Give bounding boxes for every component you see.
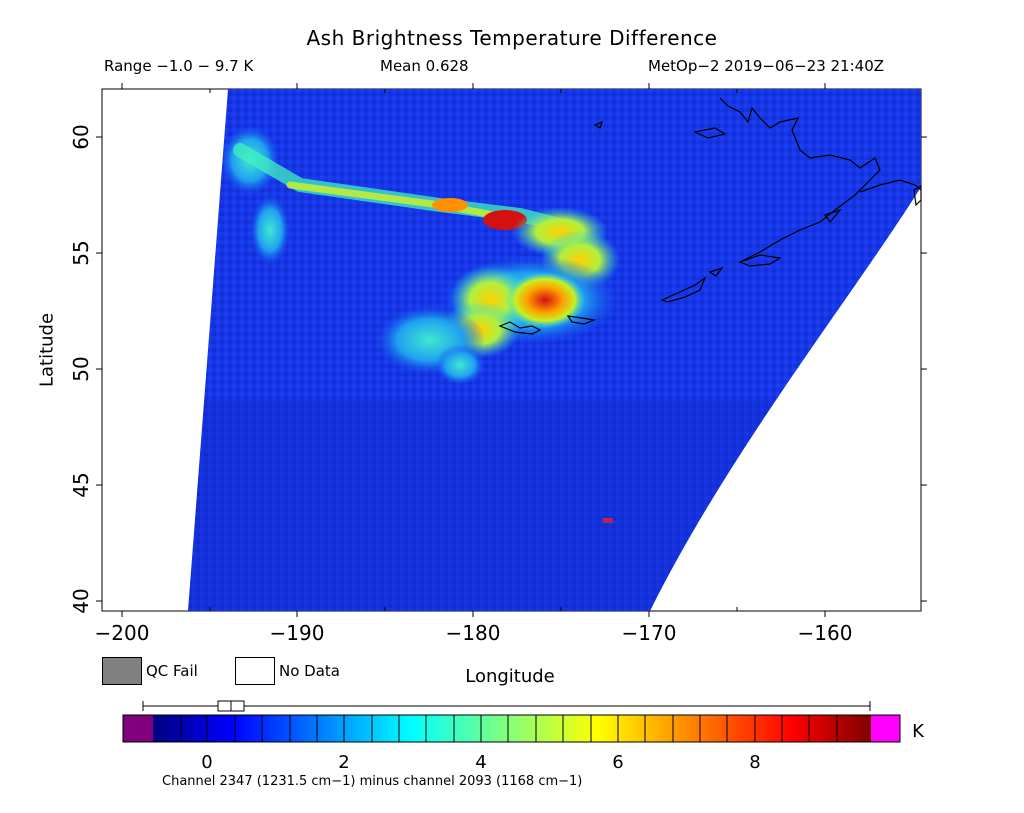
coastlines — [498, 97, 922, 335]
colorbar-tick-label: 8 — [749, 752, 760, 773]
colorbar-channel-note: Channel 2347 (1231.5 cm−1) minus channel… — [162, 774, 583, 789]
colorbar-unit: K — [912, 721, 925, 742]
colorbar-range-indicator — [142, 700, 871, 712]
y-ticks — [96, 136, 927, 602]
x-ticks — [121, 83, 826, 617]
x-tick-label: −200 — [95, 621, 150, 645]
colorbar-gradient — [153, 715, 871, 742]
x-tick-label: −190 — [270, 621, 325, 645]
ash-plume — [220, 125, 620, 523]
y-tick-label: 40 — [69, 588, 93, 613]
plot-title: Ash Brightness Temperature Difference — [306, 26, 718, 50]
x-tick-label: −180 — [446, 621, 501, 645]
range-label: Range −1.0 − 9.7 K — [104, 57, 254, 75]
no-data-swatch — [235, 657, 275, 685]
qc-fail-swatch — [102, 657, 142, 685]
y-tick-label: 45 — [69, 472, 93, 497]
y-tick-label: 50 — [69, 356, 93, 381]
x-tick-label: −170 — [622, 621, 677, 645]
colorbar-below-range — [123, 715, 153, 742]
y-tick-label: 60 — [69, 124, 93, 149]
colorbar-tick-label: 2 — [338, 752, 349, 773]
colorbar-tick-label: 6 — [612, 752, 623, 773]
y-tick-label: 55 — [69, 240, 93, 265]
x-tick-label: −160 — [798, 621, 853, 645]
mean-label: Mean 0.628 — [380, 57, 469, 75]
colorbar-tick-label: 4 — [475, 752, 486, 773]
y-axis-label: Latitude — [36, 312, 58, 388]
qc-fail-label: QC Fail — [146, 662, 198, 680]
satellite-time-label: MetOp−2 2019−06−23 21:40Z — [648, 57, 885, 75]
x-axis-label: Longitude — [465, 666, 555, 687]
colorbar-tick-label: 0 — [201, 752, 212, 773]
colorbar-above-range — [871, 715, 900, 742]
colorbar — [122, 714, 901, 743]
no-data-label: No Data — [279, 662, 340, 680]
